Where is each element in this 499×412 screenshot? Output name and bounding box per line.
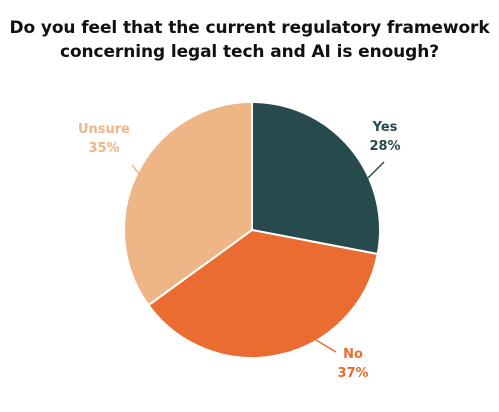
slice-value-unsure: 35%: [88, 141, 119, 156]
slice-value-yes: 28%: [369, 139, 400, 154]
chart-title-line-2: concerning legal tech and AI is enough?: [59, 42, 440, 62]
pie-slice-yes: [251, 101, 381, 255]
slice-label-no: No: [343, 347, 363, 362]
chart-title: Do you feel that the current regulatory …: [0, 16, 499, 64]
chart-title-line-1: Do you feel that the current regulatory …: [9, 18, 490, 38]
pie-slice-no: [147, 229, 379, 359]
slice-value-no: 37%: [337, 366, 368, 381]
leader-line-yes: [367, 161, 385, 179]
leader-line-no: [315, 339, 337, 353]
slice-label-unsure: Unsure: [78, 122, 130, 137]
slice-label-yes: Yes: [372, 120, 398, 135]
leader-line-unsure: [131, 164, 143, 178]
